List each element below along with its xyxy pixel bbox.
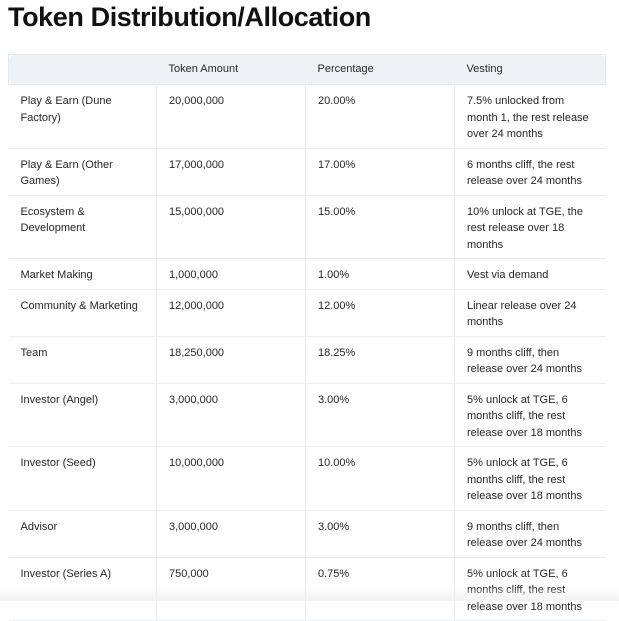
cell-percentage: 15.00% [305,195,455,259]
cell-category: Investor (Angel) [8,383,157,447]
cell-token-amount: 3,000,000 [156,383,306,447]
table-row: Play & Earn (Dune Factory) 20,000,000 20… [8,84,606,149]
page-title: Token Distribution/Allocation [8,2,371,32]
cell-vesting: 5% unlock at TGE, 6 months cliff, the re… [454,446,606,511]
table-row: Investor (Angel) 3,000,000 3.00% 5% unlo… [8,383,606,447]
cell-percentage: 10.00% [305,446,455,511]
cell-percentage: 20.00% [305,84,455,149]
cell-category: Investor (Series A) [8,557,157,621]
cell-category: Team [8,336,157,384]
cell-token-amount: 750,000 [156,557,306,621]
cell-category: Ecosystem & Development [8,195,157,259]
table-header: Token Amount Percentage Vesting [8,54,606,85]
cell-vesting: 7.5% unlocked from month 1, the rest rel… [454,84,606,149]
cell-token-amount: 12,000,000 [156,289,306,337]
table-row: Advisor 3,000,000 3.00% 9 months cliff, … [8,510,606,558]
allocation-table-container: Token Amount Percentage Vesting Play & E… [8,54,606,621]
cell-token-amount: 18,250,000 [156,336,306,384]
cell-token-amount: 10,000,000 [156,446,306,511]
column-header-vesting: Vesting [454,54,606,85]
table-row: Team 18,250,000 18.25% 9 months cliff, t… [8,336,606,384]
cell-token-amount: 20,000,000 [156,84,306,149]
allocation-table: Token Amount Percentage Vesting Play & E… [8,54,606,621]
cell-percentage: 17.00% [305,148,455,196]
cell-percentage: 3.00% [305,383,455,447]
cell-vesting: 5% unlock at TGE, 6 months cliff, the re… [454,383,606,447]
cell-percentage: 18.25% [305,336,455,384]
column-header-category [8,54,157,85]
cell-vesting: 6 months cliff, the rest release over 24… [454,148,606,196]
cell-vesting: Vest via demand [454,258,606,290]
cell-category: Community & Marketing [8,289,157,337]
cell-percentage: 3.00% [305,510,455,558]
column-header-percentage: Percentage [305,54,455,85]
cell-vesting: 5% unlock at TGE, 6 months cliff, the re… [454,557,606,621]
table-body: Play & Earn (Dune Factory) 20,000,000 20… [8,84,606,621]
table-row: Investor (Series A) 750,000 0.75% 5% unl… [8,557,606,621]
table-row: Market Making 1,000,000 1.00% Vest via d… [8,258,606,290]
cell-category: Advisor [8,510,157,558]
cell-category: Play & Earn (Dune Factory) [8,84,157,149]
cell-token-amount: 1,000,000 [156,258,306,290]
cell-percentage: 12.00% [305,289,455,337]
cell-token-amount: 15,000,000 [156,195,306,259]
cell-token-amount: 17,000,000 [156,148,306,196]
cell-category: Investor (Seed) [8,446,157,511]
cell-category: Play & Earn (Other Games) [8,148,157,196]
table-row: Investor (Seed) 10,000,000 10.00% 5% unl… [8,446,606,511]
cell-token-amount: 3,000,000 [156,510,306,558]
table-row: Play & Earn (Other Games) 17,000,000 17.… [8,148,606,196]
cell-vesting: 10% unlock at TGE, the rest release over… [454,195,606,259]
cell-vesting: 9 months cliff, then release over 24 mon… [454,510,606,558]
cell-vesting: 9 months cliff, then release over 24 mon… [454,336,606,384]
table-row: Community & Marketing 12,000,000 12.00% … [8,289,606,337]
cell-vesting: Linear release over 24 months [454,289,606,337]
table-row: Ecosystem & Development 15,000,000 15.00… [8,195,606,259]
cell-category: Market Making [8,258,157,290]
cell-percentage: 0.75% [305,557,455,621]
cell-percentage: 1.00% [305,258,455,290]
column-header-token-amount: Token Amount [156,54,306,85]
table-header-row: Token Amount Percentage Vesting [8,54,606,85]
